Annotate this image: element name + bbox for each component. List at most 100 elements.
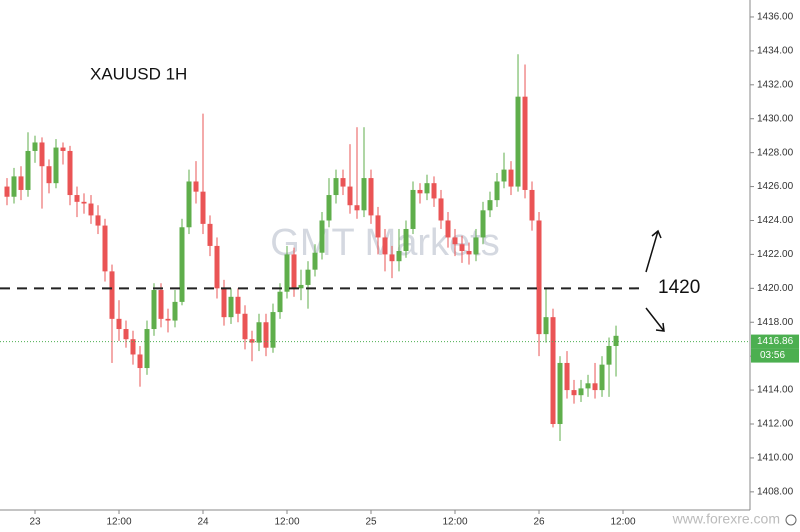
candle-body: [529, 189, 535, 221]
candle-body: [102, 225, 108, 272]
candle-body: [375, 215, 381, 238]
level-label: 1420: [658, 277, 700, 298]
candle-body: [466, 251, 472, 255]
candle-body: [571, 390, 577, 396]
y-tick-label: 1420.00: [757, 283, 794, 294]
candle-body: [354, 205, 360, 211]
y-tick-label: 1414.00: [757, 385, 794, 396]
settings-icon[interactable]: [785, 514, 797, 526]
candle-body: [263, 322, 269, 348]
candle-body: [333, 178, 339, 196]
candle-body: [207, 223, 213, 246]
candle-body: [298, 284, 304, 289]
candle-body: [438, 198, 444, 221]
candle-body: [550, 317, 556, 425]
candle-body: [32, 142, 38, 151]
candle-body: [81, 201, 87, 204]
candle-body: [305, 269, 311, 285]
countdown-label: 03:56: [760, 350, 785, 361]
candle-body: [284, 254, 290, 292]
y-tick-label: 1426.00: [757, 181, 794, 192]
candle-body: [193, 181, 199, 192]
candle-body: [60, 147, 66, 151]
x-tick-label: 12:00: [442, 517, 467, 528]
last-price-label: 1416.86: [757, 336, 794, 347]
candle-body: [214, 245, 220, 289]
candle-body: [606, 345, 612, 365]
x-tick-label: 24: [197, 517, 209, 528]
candle-body: [46, 166, 52, 184]
x-tick-label: 12:00: [611, 517, 636, 528]
candle-body: [522, 96, 528, 190]
candle-body: [396, 251, 402, 262]
candle-body: [200, 191, 206, 224]
candle-body: [277, 291, 283, 313]
candle-body: [109, 271, 115, 319]
candle-body: [88, 203, 94, 216]
candle-body: [557, 362, 563, 425]
candle-body: [312, 252, 318, 270]
candle-body: [158, 290, 164, 319]
candle-body: [382, 237, 388, 255]
candle-body: [452, 237, 458, 245]
candle-body: [445, 220, 451, 238]
x-tick-label: 12:00: [274, 517, 299, 528]
candle-body: [494, 181, 500, 201]
candle-body: [515, 96, 521, 187]
candle-body: [172, 301, 178, 321]
y-tick-label: 1436.00: [757, 12, 794, 23]
candle-body: [144, 329, 150, 369]
candle-body: [242, 313, 248, 340]
candle-body: [25, 150, 31, 190]
candle-body: [599, 364, 605, 391]
candle-body: [487, 200, 493, 211]
candle-body: [501, 169, 507, 182]
candle-body: [459, 244, 465, 252]
candle-body: [130, 339, 136, 355]
candle-body: [179, 227, 185, 302]
candle-body: [578, 388, 584, 396]
y-tick-label: 1432.00: [757, 79, 794, 90]
candle-body: [53, 147, 59, 184]
candle-body: [256, 322, 262, 343]
up-arrow: [645, 229, 662, 273]
candle-body: [4, 186, 10, 197]
last-price-box: [751, 334, 799, 349]
candle-body: [536, 220, 542, 335]
candle-body: [235, 296, 241, 314]
candle-body: [564, 362, 570, 391]
candle-body: [473, 237, 479, 255]
candle-body: [249, 339, 255, 343]
candle-body: [543, 317, 549, 335]
x-tick-label: 26: [533, 517, 545, 528]
candle-body: [137, 354, 143, 369]
candle-body: [368, 178, 374, 216]
y-tick-label: 1434.00: [757, 46, 794, 57]
candle-body: [585, 383, 591, 389]
candle-body: [417, 189, 423, 194]
candle-body: [165, 318, 171, 321]
chart-title: XAUUSD 1H: [90, 64, 187, 83]
candle-body: [410, 189, 416, 229]
candle-body: [95, 215, 101, 226]
candle-body: [326, 195, 332, 221]
candle-body: [123, 329, 129, 340]
candle-body: [403, 228, 409, 252]
candle-body: [319, 220, 325, 253]
source: www.forexre.com: [672, 511, 780, 527]
candle-body: [508, 169, 514, 187]
candle-body: [67, 150, 73, 196]
candle-body: [74, 195, 80, 202]
candle-body: [151, 290, 157, 330]
candle-body: [116, 318, 122, 330]
candle-body: [592, 383, 598, 391]
x-tick-label: 25: [365, 517, 377, 528]
candle-body: [39, 142, 45, 167]
candle-body: [291, 254, 297, 289]
candle-body: [340, 178, 346, 187]
candle-body: [18, 176, 24, 190]
countdown-box: [751, 348, 799, 363]
candle-body: [186, 181, 192, 228]
